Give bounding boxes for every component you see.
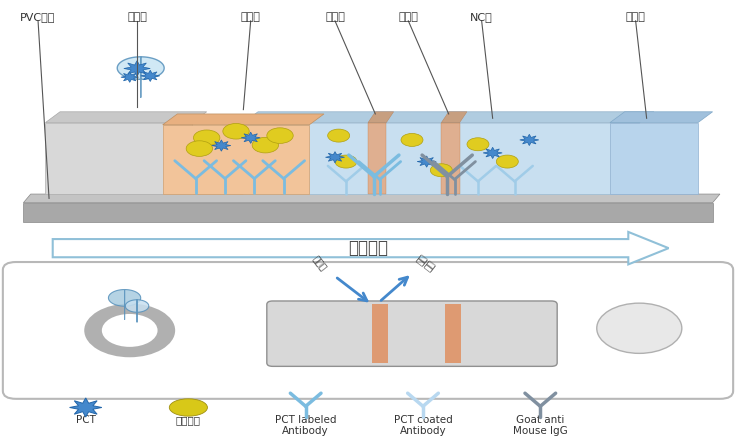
Polygon shape bbox=[368, 122, 386, 194]
Text: 检测线: 检测线 bbox=[325, 12, 345, 22]
Text: 荧光
探测: 荧光 探测 bbox=[416, 253, 438, 273]
Circle shape bbox=[252, 137, 278, 153]
FancyBboxPatch shape bbox=[3, 262, 733, 399]
Polygon shape bbox=[325, 152, 344, 163]
Polygon shape bbox=[108, 290, 141, 320]
Bar bbox=[445, 305, 461, 363]
Circle shape bbox=[401, 133, 423, 146]
Polygon shape bbox=[520, 134, 539, 145]
Circle shape bbox=[496, 155, 518, 168]
Text: 质控线: 质控线 bbox=[398, 12, 418, 22]
Polygon shape bbox=[46, 122, 192, 194]
Polygon shape bbox=[125, 300, 149, 322]
FancyArrow shape bbox=[53, 232, 668, 264]
Polygon shape bbox=[46, 112, 207, 122]
Polygon shape bbox=[141, 70, 160, 81]
Text: 吸收垫: 吸收垫 bbox=[626, 12, 645, 22]
Text: 荧光微球: 荧光微球 bbox=[176, 415, 201, 425]
Polygon shape bbox=[244, 122, 640, 194]
Polygon shape bbox=[24, 203, 712, 222]
Polygon shape bbox=[442, 122, 460, 194]
Circle shape bbox=[84, 304, 175, 357]
Polygon shape bbox=[212, 140, 231, 151]
Text: Goat anti
Mouse IgG: Goat anti Mouse IgG bbox=[513, 415, 567, 436]
Polygon shape bbox=[244, 112, 654, 122]
Circle shape bbox=[467, 138, 489, 151]
Bar bbox=[372, 305, 388, 363]
Text: PVC底板: PVC底板 bbox=[21, 12, 56, 22]
Polygon shape bbox=[610, 122, 698, 194]
Circle shape bbox=[335, 155, 357, 168]
Polygon shape bbox=[483, 147, 502, 159]
Polygon shape bbox=[24, 194, 720, 203]
Text: 结合垫: 结合垫 bbox=[241, 12, 261, 22]
Polygon shape bbox=[610, 112, 712, 122]
Text: PCT labeled
Antibody: PCT labeled Antibody bbox=[275, 415, 336, 436]
Circle shape bbox=[102, 314, 158, 347]
Polygon shape bbox=[442, 112, 467, 122]
FancyBboxPatch shape bbox=[267, 301, 557, 366]
Ellipse shape bbox=[169, 399, 208, 416]
Text: NC膜: NC膜 bbox=[470, 12, 493, 22]
Circle shape bbox=[267, 128, 293, 143]
Polygon shape bbox=[241, 132, 261, 143]
Polygon shape bbox=[117, 57, 164, 98]
Polygon shape bbox=[163, 114, 324, 125]
Polygon shape bbox=[70, 398, 102, 417]
Circle shape bbox=[223, 123, 250, 139]
Circle shape bbox=[194, 130, 220, 145]
Text: PCT: PCT bbox=[76, 415, 96, 425]
Circle shape bbox=[186, 141, 213, 156]
Polygon shape bbox=[163, 125, 309, 194]
Polygon shape bbox=[124, 61, 150, 76]
Circle shape bbox=[328, 129, 350, 142]
Circle shape bbox=[597, 303, 682, 353]
Circle shape bbox=[431, 164, 453, 177]
Text: PCT coated
Antibody: PCT coated Antibody bbox=[394, 415, 453, 436]
Text: 激发光: 激发光 bbox=[311, 255, 328, 273]
Polygon shape bbox=[121, 72, 138, 82]
Text: 样品垫: 样品垫 bbox=[127, 12, 147, 22]
Text: 层析方向: 层析方向 bbox=[348, 239, 388, 257]
Polygon shape bbox=[368, 112, 394, 122]
Polygon shape bbox=[417, 156, 436, 167]
